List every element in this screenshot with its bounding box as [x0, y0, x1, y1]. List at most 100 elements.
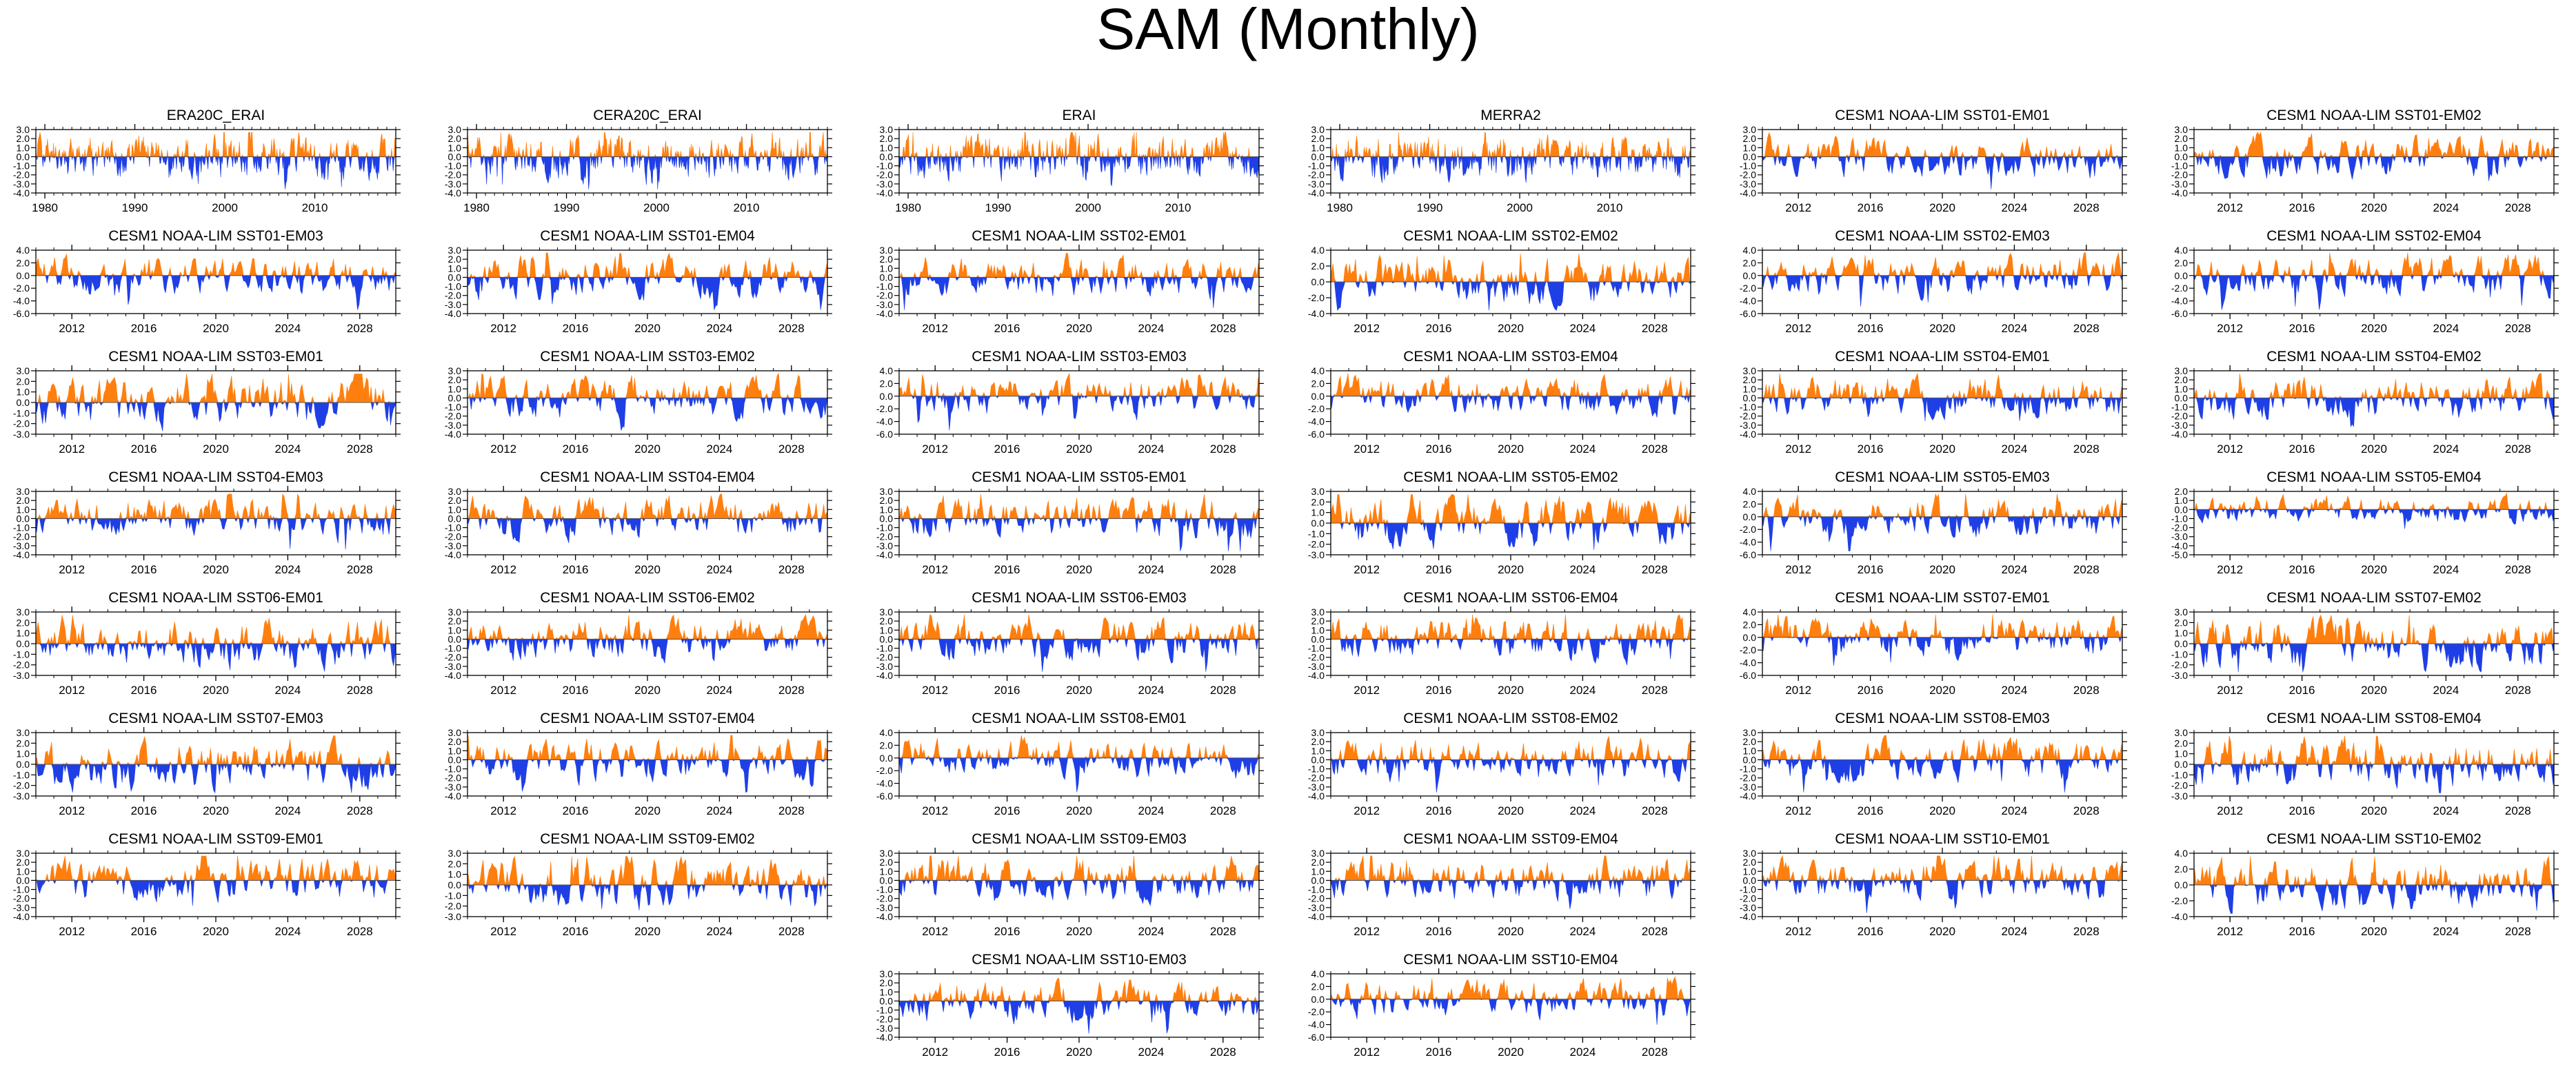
x-tick-label: 2020 — [2361, 684, 2387, 697]
x-tick-label: 2024 — [1569, 1046, 1596, 1059]
chart-panel-24: CESM1 NOAA-LIM SST05-EM04 -5.0-4.0-3.0-2.… — [2171, 469, 2559, 576]
x-tick-label: 2028 — [1210, 563, 1236, 576]
x-tick-label: 2024 — [2001, 442, 2027, 456]
x-tick-label: 2012 — [1354, 684, 1380, 697]
negative-area — [898, 1000, 1260, 1034]
y-tick-label: -3.0 — [2171, 178, 2188, 190]
x-tick-label: 2016 — [563, 684, 589, 697]
y-tick-label: -2.0 — [2171, 660, 2188, 671]
y-tick-label: -1.0 — [2171, 649, 2188, 660]
x-tick-label: 2020 — [634, 804, 661, 817]
y-tick-label: -4.0 — [1740, 790, 1756, 802]
y-tick-label: -1.0 — [445, 522, 461, 533]
y-tick-label: 0.0 — [880, 391, 894, 402]
x-tick-label: 2024 — [1138, 563, 1164, 576]
chart-panel-34: CESM1 NOAA-LIM SST08-EM02 -4.0-3.0-2.0-1.… — [1308, 711, 1695, 817]
x-tick-label: 2020 — [1498, 563, 1524, 576]
y-tick-label: 0.0 — [1311, 994, 1325, 1005]
y-tick-label: 1.0 — [1311, 142, 1325, 153]
y-tick-label: 2.0 — [1311, 261, 1325, 272]
y-tick-label: 1.0 — [880, 142, 894, 153]
chart-panel-8: CESM1 NOAA-LIM SST01-EM04 -4.0-3.0-2.0-1.… — [445, 228, 832, 335]
positive-area — [1330, 132, 1691, 158]
x-tick-label: 2016 — [1858, 442, 1884, 456]
x-tick-label: 2028 — [1210, 925, 1236, 938]
y-tick-label: -6.0 — [1740, 308, 1756, 319]
x-tick-label: 2020 — [2361, 442, 2387, 456]
negative-area — [35, 518, 396, 550]
chart-title: ERAI — [1062, 108, 1096, 123]
positive-area — [1762, 132, 2123, 158]
chart-title: CESM1 NOAA-LIM SST10-EM02 — [2266, 831, 2482, 847]
x-tick-label: 2020 — [2361, 925, 2387, 938]
y-tick-label: -4.0 — [876, 187, 893, 198]
x-tick-label: 2012 — [1785, 804, 1811, 817]
y-tick-label: -4.0 — [1308, 670, 1325, 681]
x-tick-label: 2010 — [1597, 201, 1623, 214]
y-tick-label: 2.0 — [880, 133, 894, 144]
chart-title: CESM1 NOAA-LIM SST05-EM02 — [1403, 469, 1618, 485]
y-tick-label: -4.0 — [445, 670, 461, 681]
x-tick-label: 2016 — [1426, 1046, 1452, 1059]
x-tick-label: 2000 — [1507, 201, 1533, 214]
x-tick-label: 2020 — [1066, 322, 1092, 335]
y-tick-label: -1.0 — [13, 769, 30, 780]
y-tick-label: 2.0 — [880, 857, 894, 868]
x-tick-label: 2016 — [994, 442, 1020, 456]
x-tick-label: 2024 — [1569, 925, 1596, 938]
positive-area — [1762, 493, 2123, 518]
x-tick-label: 2016 — [131, 684, 157, 697]
x-tick-label: 2012 — [922, 925, 948, 938]
negative-area — [467, 884, 827, 910]
y-tick-label: -3.0 — [1308, 782, 1325, 793]
x-tick-label: 2028 — [2073, 322, 2100, 335]
chart-title: CESM1 NOAA-LIM SST10-EM04 — [1403, 952, 1618, 968]
x-tick-label: 2016 — [1858, 684, 1884, 697]
negative-area — [35, 879, 396, 906]
y-tick-label: -3.0 — [445, 782, 461, 793]
chart-panel-30: CESM1 NOAA-LIM SST07-EM02 -3.0-2.0-1.00.0… — [2171, 590, 2559, 697]
y-tick-label: -1.0 — [876, 643, 893, 654]
x-tick-label: 2028 — [2505, 925, 2531, 938]
chart-title: CESM1 NOAA-LIM SST09-EM03 — [972, 831, 1187, 847]
y-tick-label: -3.0 — [876, 178, 893, 190]
chart-panel-32: CESM1 NOAA-LIM SST07-EM04 -4.0-3.0-2.0-1.… — [445, 711, 832, 817]
x-tick-label: 2012 — [1354, 925, 1380, 938]
y-tick-label: -6.0 — [1740, 549, 1756, 560]
x-tick-label: 2016 — [2289, 804, 2315, 817]
chart-title: CESM1 NOAA-LIM SST08-EM04 — [2266, 711, 2482, 726]
y-tick-label: 3.0 — [17, 848, 30, 859]
x-tick-label: 2012 — [1354, 563, 1380, 576]
y-tick-label: 2.0 — [17, 617, 30, 628]
x-tick-label: 2012 — [2217, 563, 2243, 576]
y-tick-label: -1.0 — [1740, 764, 1756, 775]
chart-title: CESM1 NOAA-LIM SST06-EM01 — [108, 590, 323, 606]
positive-area — [898, 493, 1260, 520]
y-tick-label: -4.0 — [2171, 429, 2188, 440]
chart-title: MERRA2 — [1480, 108, 1541, 123]
chart-panel-27: CESM1 NOAA-LIM SST06-EM03 -4.0-3.0-2.0-1.… — [876, 590, 1264, 697]
y-tick-label: -2.0 — [445, 773, 461, 784]
x-tick-label: 2024 — [274, 322, 301, 335]
y-tick-label: 0.0 — [448, 754, 462, 765]
y-tick-label: 0.0 — [2175, 759, 2188, 770]
y-tick-label: 1.0 — [2175, 142, 2188, 153]
x-tick-label: 2028 — [2073, 563, 2100, 576]
plot-frame — [898, 853, 1260, 917]
x-tick-label: 2020 — [1929, 201, 1955, 214]
y-tick-label: 1.0 — [17, 748, 30, 759]
page-title: SAM (Monthly) — [1096, 0, 1480, 61]
x-tick-label: 2024 — [1569, 442, 1596, 456]
x-tick-label: 2024 — [2001, 684, 2027, 697]
x-tick-label: 2016 — [1858, 201, 1884, 214]
chart-panel-20: CESM1 NOAA-LIM SST04-EM04 -4.0-3.0-2.0-1.… — [445, 469, 832, 576]
x-tick-label: 2020 — [1498, 442, 1524, 456]
y-tick-label: 2.0 — [1743, 133, 1757, 144]
y-tick-label: 2.0 — [880, 740, 894, 751]
y-tick-label: -1.0 — [445, 161, 461, 172]
y-tick-label: 3.0 — [17, 486, 30, 497]
y-tick-label: 2.0 — [448, 736, 462, 747]
y-tick-label: -1.0 — [13, 407, 30, 418]
positive-area — [1762, 735, 2123, 761]
chart-panel-31: CESM1 NOAA-LIM SST07-EM03 -3.0-2.0-1.00.0… — [13, 711, 401, 817]
